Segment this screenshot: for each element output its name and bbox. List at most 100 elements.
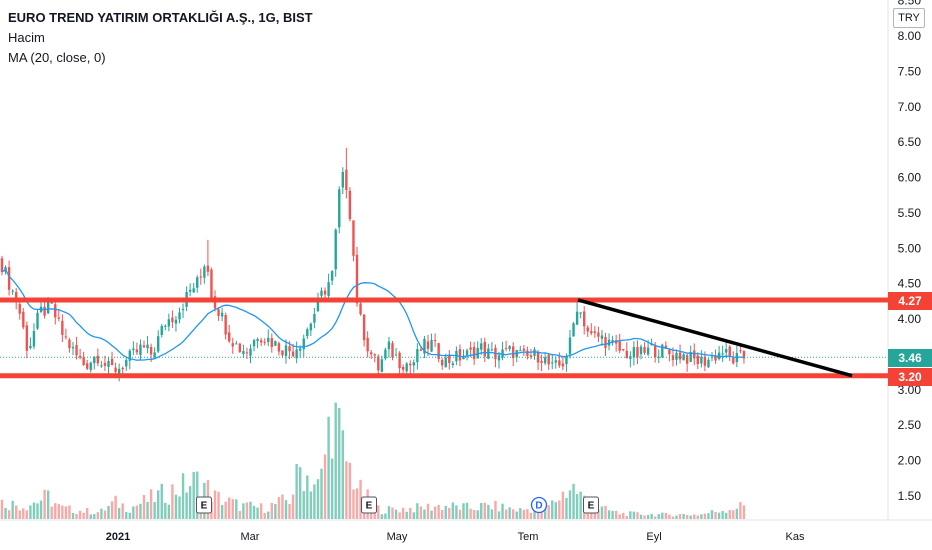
candle-body <box>444 357 447 368</box>
candle-body <box>657 356 660 358</box>
volume-bar <box>160 483 163 519</box>
candle-body <box>568 337 572 355</box>
volume-bar <box>220 505 224 519</box>
candle-body <box>309 323 313 331</box>
y-tick-label: 5.00 <box>898 241 922 255</box>
volume-bar <box>639 514 643 519</box>
volume-bar <box>742 505 746 519</box>
currency-badge[interactable]: TRY <box>893 8 925 28</box>
volume-bar <box>387 506 391 519</box>
volume-bar <box>277 497 281 519</box>
x-tick-label: May <box>387 531 408 543</box>
volume-bar <box>11 500 14 519</box>
volume-bar <box>561 491 565 519</box>
volume-bar <box>469 508 472 519</box>
volume-bar <box>380 514 384 519</box>
candle-body <box>259 340 263 343</box>
candle-body <box>469 347 472 350</box>
dividend-marker-label: D <box>535 501 542 512</box>
y-tick-label: 7.50 <box>898 64 922 78</box>
volume-bar <box>174 494 178 519</box>
volume-bar <box>714 511 717 519</box>
volume-bar <box>401 507 405 519</box>
candle-body <box>316 297 320 312</box>
candle-body <box>714 355 717 361</box>
candle-body <box>7 267 11 290</box>
candle-body <box>25 325 29 351</box>
y-tick-label: 2.50 <box>898 418 922 432</box>
volume-bar <box>7 510 11 519</box>
volume-bar <box>433 506 437 519</box>
volume-bar <box>703 513 707 519</box>
dividend-marker[interactable] <box>530 496 548 514</box>
candle-body <box>483 341 486 357</box>
volume-bar <box>575 494 579 519</box>
volume-bar <box>547 505 550 519</box>
candle-body <box>355 254 359 304</box>
candle-body <box>370 352 373 355</box>
candle-body <box>132 348 135 351</box>
volume-bar <box>0 499 4 519</box>
volume-bar <box>217 491 220 519</box>
earnings-marker-label: E <box>201 501 208 512</box>
candle-body <box>192 288 195 293</box>
volume-bar <box>238 510 242 519</box>
candle-body <box>721 353 724 355</box>
candle-body <box>728 346 731 356</box>
candle-body <box>693 350 696 359</box>
legend-symbol-title: EURO TREND YATIRIM ORTAKLIĞI A.Ş., 1G, B… <box>8 10 313 25</box>
candle-body <box>419 349 423 351</box>
candle-body <box>235 343 238 345</box>
candle-body <box>430 339 433 352</box>
candle-body <box>270 338 273 347</box>
volume-bar <box>267 511 270 519</box>
candle-body <box>643 347 646 353</box>
volume-bar <box>274 503 277 519</box>
candle-body <box>625 350 628 359</box>
candle-body <box>228 332 231 342</box>
candle-body <box>71 347 75 349</box>
volume-bar <box>284 500 288 519</box>
volume-bar <box>533 508 536 519</box>
candle-body <box>384 349 387 359</box>
chart-legend: EURO TREND YATIRIM ORTAKLIĞI A.Ş., 1G, B… <box>8 8 313 68</box>
candle-body <box>579 312 582 314</box>
candle-body <box>678 352 682 360</box>
volume-bar <box>629 511 632 519</box>
candle-body <box>160 325 163 335</box>
candle-body <box>313 314 316 323</box>
candle-body <box>330 271 334 281</box>
candle-body <box>291 351 295 357</box>
volume-bar <box>643 515 646 519</box>
volume-bar <box>178 496 181 519</box>
candle-body <box>149 346 153 355</box>
volume-bar <box>4 507 7 519</box>
candle-body <box>18 304 21 314</box>
volume-bar <box>501 503 504 519</box>
earnings-marker[interactable] <box>196 496 212 514</box>
volume-bar <box>288 503 291 519</box>
earnings-marker[interactable] <box>361 496 377 514</box>
x-tick-label: 2021 <box>106 531 130 543</box>
volume-bar <box>409 507 412 519</box>
volume-bar <box>597 509 600 519</box>
volume-bar <box>181 473 185 519</box>
earnings-marker[interactable] <box>583 496 599 514</box>
volume-bar <box>735 508 739 519</box>
candle-body <box>86 363 89 369</box>
volume-bar <box>490 509 494 519</box>
candle-body <box>497 355 501 361</box>
descending-trendline[interactable] <box>577 298 853 378</box>
candle-body <box>68 339 71 349</box>
volume-bar <box>249 501 252 519</box>
candle-body <box>501 349 504 358</box>
volume-bar <box>18 510 21 519</box>
volume-bar <box>235 499 238 519</box>
volume-bar <box>196 471 199 519</box>
volume-bar <box>15 505 18 519</box>
volume-bar <box>61 505 64 519</box>
volume-bar <box>103 510 107 519</box>
legend-volume: Hacim <box>8 30 45 45</box>
volume-bar <box>618 514 621 519</box>
